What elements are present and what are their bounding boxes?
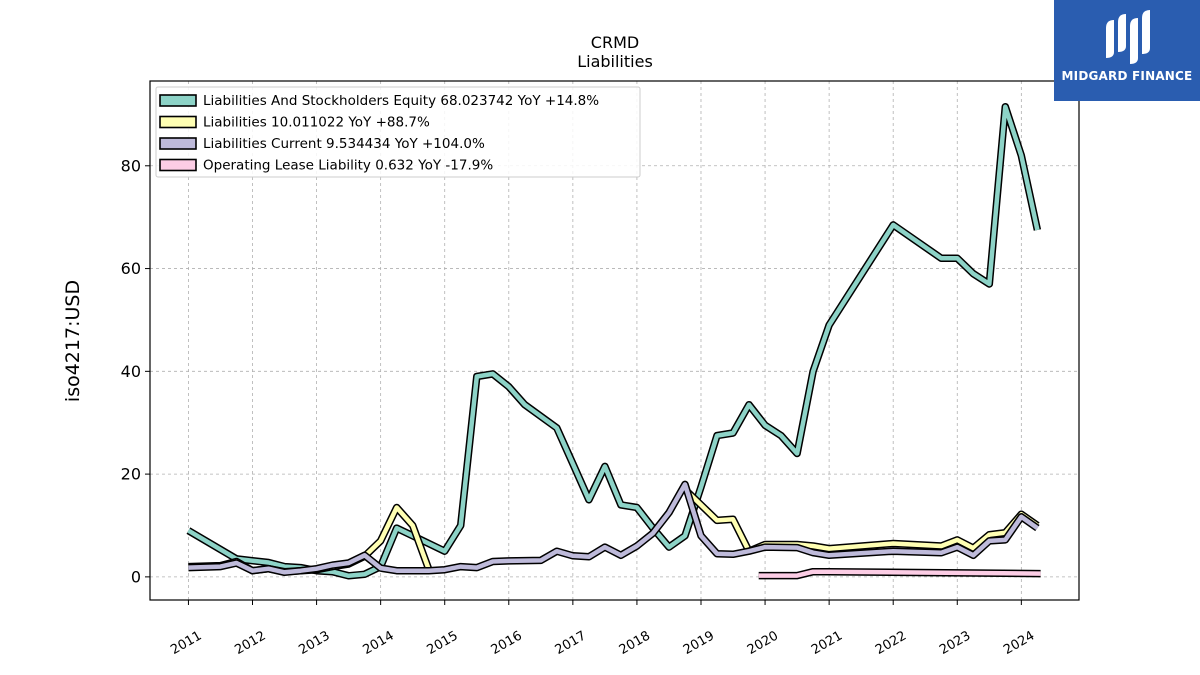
y-tick-label: 60 xyxy=(121,259,141,278)
y-tick-label: 0 xyxy=(131,567,141,586)
x-tick-label: 2021 xyxy=(809,628,845,658)
x-tick-label: 2014 xyxy=(360,628,396,658)
x-tick-label: 2023 xyxy=(937,628,973,658)
chart-subtitle: Liabilities xyxy=(577,52,653,71)
brand-logo: MIDGARD FINANCE xyxy=(1054,0,1200,101)
plot-frame xyxy=(149,80,1080,601)
series-outline xyxy=(188,480,1040,577)
series-liabilities-current xyxy=(188,480,1040,577)
y-axis-label: iso4217:USD xyxy=(62,280,84,402)
legend-label: Operating Lease Liability 0.632 YoY -17.… xyxy=(203,158,493,174)
legend-label: Liabilities 10.011022 YoY +88.7% xyxy=(203,115,430,131)
x-tick-label: 2016 xyxy=(489,628,525,658)
series-line xyxy=(683,487,752,553)
legend-label: Liabilities And Stockholders Equity 68.0… xyxy=(203,93,599,109)
y-tick-label: 20 xyxy=(121,465,141,484)
legend-item-liabilities-and-stockholders-equity: Liabilities And Stockholders Equity 68.0… xyxy=(159,93,599,109)
x-tick-label: 2022 xyxy=(873,628,909,658)
series-line xyxy=(758,569,1041,578)
x-tick-label: 2012 xyxy=(232,628,268,658)
legend-swatch xyxy=(159,115,197,129)
legend-item-liabilities-current: Liabilities Current 9.534434 YoY +104.0% xyxy=(159,136,485,152)
legend-swatch xyxy=(159,158,197,172)
brand-name: MIDGARD FINANCE xyxy=(1061,69,1193,83)
x-tick-label: 2013 xyxy=(296,628,332,658)
series-layer xyxy=(186,102,1042,580)
y-axis: 0 20 40 60 80 xyxy=(121,156,150,586)
x-tick-label: 2018 xyxy=(617,628,653,658)
legend-box xyxy=(155,86,641,178)
y-tick-label: 80 xyxy=(121,156,141,175)
legend-label: Liabilities Current 9.534434 YoY +104.0% xyxy=(203,136,485,152)
midgard-logo-icon xyxy=(1106,10,1150,64)
legend-swatch xyxy=(159,94,197,107)
x-tick-label: 2019 xyxy=(681,628,717,658)
x-tick-label: 2011 xyxy=(168,628,204,658)
legend: Liabilities And Stockholders Equity 68.0… xyxy=(155,86,641,178)
x-axis: 2011 2012 2013 2014 2015 2016 2017 2018 2019 2020… xyxy=(168,600,1037,658)
y-tick-label: 40 xyxy=(121,362,141,381)
legend-item-liabilities: Liabilities 10.011022 YoY +88.7% xyxy=(159,115,430,131)
x-tick-label: 2020 xyxy=(745,628,781,658)
series-line xyxy=(187,104,1040,579)
legend-swatch xyxy=(159,137,197,150)
x-tick-label: 2015 xyxy=(425,628,461,658)
series-liabilities xyxy=(682,486,753,553)
series-liabilities-and-stockholders-equity xyxy=(186,102,1042,580)
series-line xyxy=(188,482,1039,575)
legend-item-operating-lease-liability: Operating Lease Liability 0.632 YoY -17.… xyxy=(159,158,493,174)
series-operating-lease-liability xyxy=(758,567,1041,580)
x-tick-label: 2024 xyxy=(1001,628,1037,658)
x-tick-label: 2017 xyxy=(553,628,589,658)
chart-title: CRMD xyxy=(591,33,639,52)
